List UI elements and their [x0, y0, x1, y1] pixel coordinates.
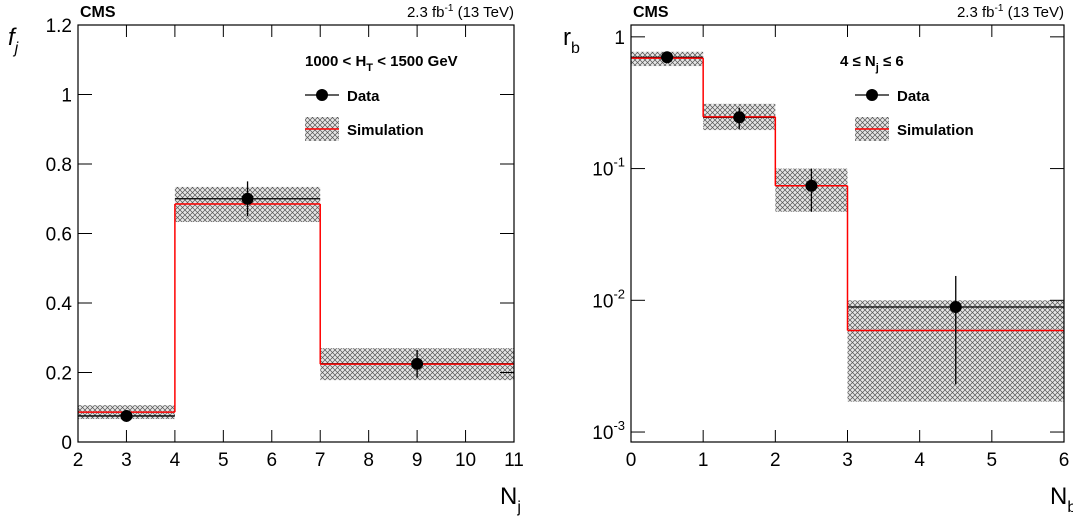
y-tick-label: 1 [61, 86, 72, 107]
y-tick-label: 10-3 [592, 418, 625, 444]
luminosity-label-part: -1 [995, 3, 1004, 14]
y-tick-label: 0.2 [46, 364, 72, 385]
selection-label-part: T [366, 62, 373, 74]
experiment-label: CMS [633, 4, 669, 21]
experiment-label: CMS [80, 4, 116, 21]
legend-label: Data [347, 88, 380, 105]
x-tick-label: 1 [698, 450, 709, 471]
x-tick-label: 3 [842, 450, 853, 471]
y-tick-label: 10-2 [592, 286, 625, 312]
tick-base: 10 [592, 291, 613, 312]
legend-label: Data [897, 88, 930, 105]
data-point [411, 357, 424, 370]
y-axis-label-part: f [8, 24, 17, 51]
y-tick-label: 1 [614, 28, 625, 49]
selection-label-part: j [875, 62, 879, 74]
legend-data-marker [866, 89, 878, 101]
y-tick-label: 0.6 [46, 225, 72, 246]
legend-label: Simulation [897, 122, 974, 139]
data-point [949, 300, 962, 313]
legend-data-marker [316, 89, 328, 101]
luminosity-label-part: -1 [445, 3, 454, 14]
x-tick-label: 8 [363, 450, 374, 471]
y-axis-label-part: b [571, 40, 580, 57]
tick-exponent: -2 [613, 286, 625, 301]
selection-label-part: 1000 < H [305, 53, 366, 70]
x-axis-label-part: b [1067, 499, 1073, 516]
x-tick-label: 10 [455, 450, 476, 471]
selection-label-part: ≤ 6 [879, 53, 904, 70]
x-tick-label: 9 [412, 450, 423, 471]
x-tick-label: 6 [266, 450, 277, 471]
y-tick-label: 10-1 [592, 155, 625, 181]
selection-label-part: 4 ≤ N [840, 53, 876, 70]
x-axis-label-part: N [500, 483, 517, 510]
data-point [661, 51, 674, 64]
y-tick-label: 0 [61, 433, 72, 454]
x-axis-label-part: j [516, 499, 521, 516]
tick-exponent: -1 [613, 155, 625, 170]
selection-label-part: < 1500 GeV [373, 53, 458, 70]
x-tick-label: 4 [170, 450, 181, 471]
luminosity-label-part: (13 TeV) [1003, 4, 1064, 21]
x-tick-label: 3 [121, 450, 132, 471]
luminosity-label: 2.3 fb-1 (13 TeV) [957, 3, 1064, 21]
luminosity-label-part: 2.3 fb [957, 4, 995, 21]
y-tick-label: 0.4 [46, 294, 73, 315]
data-point [733, 111, 746, 124]
tick-base: 10 [592, 423, 613, 444]
x-axis-label: Nb [1050, 483, 1073, 516]
luminosity-label-part: (13 TeV) [453, 4, 514, 21]
x-tick-label: 0 [626, 450, 637, 471]
x-tick-label: 2 [73, 450, 84, 471]
y-tick-label: 0.8 [46, 155, 72, 176]
x-tick-label: 5 [218, 450, 229, 471]
x-axis-label: Nj [500, 483, 521, 516]
x-tick-label: 7 [315, 450, 326, 471]
y-axis-label-part: j [13, 40, 19, 57]
selection-label: 4 ≤ Nj ≤ 6 [840, 53, 904, 74]
tick-exponent: -3 [613, 418, 625, 433]
tick-base: 10 [592, 160, 613, 181]
data-point [120, 409, 133, 422]
y-axis-label: rb [563, 24, 580, 57]
x-tick-label: 2 [770, 450, 781, 471]
legend-label: Simulation [347, 122, 424, 139]
x-tick-label: 5 [987, 450, 998, 471]
data-point [805, 179, 818, 192]
y-tick-label: 1.2 [46, 16, 72, 37]
luminosity-label-part: 2.3 fb [407, 4, 445, 21]
data-point [241, 192, 254, 205]
selection-label: 1000 < HT < 1500 GeV [305, 53, 458, 74]
y-axis-label: fj [8, 24, 19, 57]
x-tick-label: 4 [914, 450, 925, 471]
y-axis-label-part: r [563, 24, 571, 51]
x-tick-label: 6 [1059, 450, 1070, 471]
luminosity-label: 2.3 fb-1 (13 TeV) [407, 3, 514, 21]
x-tick-label: 11 [504, 450, 524, 471]
x-axis-label-part: N [1050, 483, 1067, 510]
